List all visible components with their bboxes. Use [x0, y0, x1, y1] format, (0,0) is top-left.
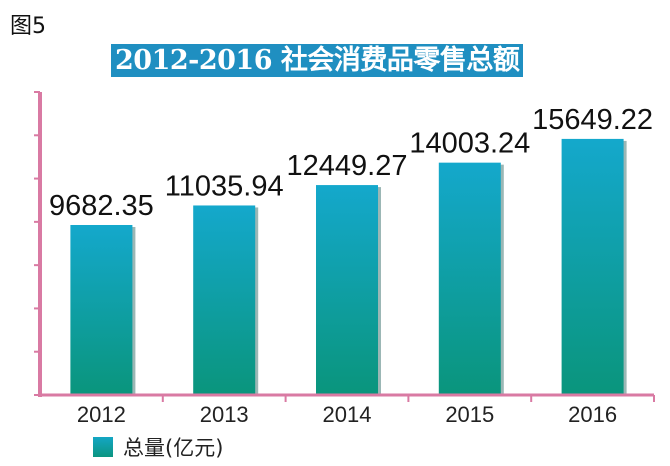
data-label: 11035.94 [165, 170, 284, 202]
bar-2016 [561, 138, 624, 395]
bar-2012 [70, 224, 133, 395]
data-label: 14003.24 [409, 128, 530, 160]
x-tick-label: 2013 [200, 402, 249, 427]
data-label: 12449.27 [287, 150, 408, 182]
legend-label: 总量(亿元) [123, 436, 224, 460]
x-tick-label: 2014 [323, 402, 372, 427]
bar-2013 [193, 205, 256, 395]
x-tick-label: 2016 [568, 402, 617, 427]
x-tick-label: 2015 [445, 402, 494, 427]
data-label: 9682.35 [49, 190, 154, 222]
legend-swatch [93, 437, 113, 457]
bar-2014 [316, 185, 378, 395]
data-label: 15649.22 [532, 104, 653, 136]
x-tick-label: 2012 [77, 402, 126, 427]
figure-label: 图5 [10, 14, 46, 39]
legend: 总量(亿元) [93, 432, 223, 462]
chart-title: 2012-2016 社会消费品零售总额 [111, 44, 524, 77]
bar-2015 [438, 162, 501, 395]
